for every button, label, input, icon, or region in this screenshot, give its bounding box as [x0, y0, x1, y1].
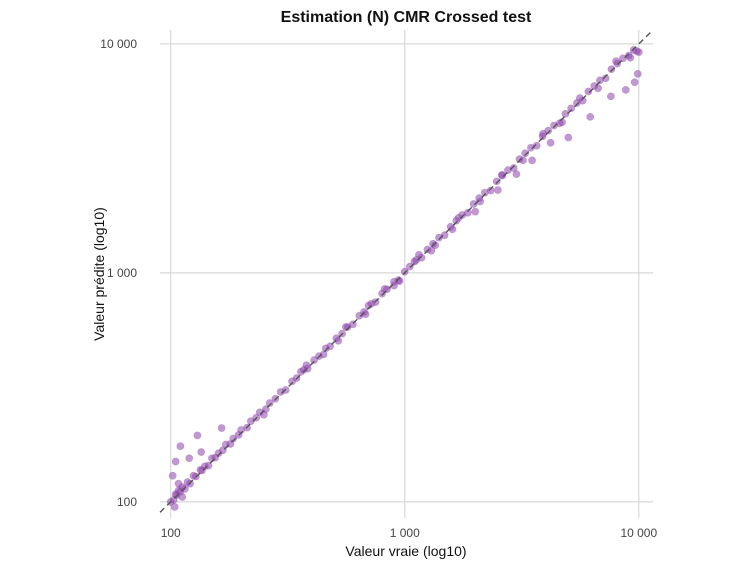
data-point — [380, 285, 389, 293]
data-point — [471, 207, 480, 216]
data-point — [171, 457, 180, 466]
x-tick-label: 10 000 — [620, 526, 657, 540]
x-tick-labels: 100 1 000 10 000 — [161, 526, 658, 540]
data-point — [575, 94, 584, 102]
data-point — [168, 471, 177, 480]
data-point — [621, 85, 630, 94]
data-point — [302, 361, 311, 370]
scatter-points — [166, 46, 643, 511]
data-point — [469, 200, 478, 208]
data-point — [400, 267, 409, 276]
x-tick-label: 1 000 — [390, 526, 420, 540]
y-tick-label: 1 000 — [107, 266, 137, 280]
data-point — [229, 434, 238, 443]
data-point — [630, 78, 639, 87]
data-point — [493, 186, 502, 194]
x-axis-label: Valeur vraie (log10) — [345, 543, 466, 559]
data-point — [561, 109, 570, 118]
data-point — [319, 350, 328, 359]
x-tick-label: 100 — [161, 526, 181, 540]
data-point — [512, 170, 521, 178]
data-point — [176, 442, 185, 451]
y-tick-labels: 100 1 000 10 000 — [100, 37, 137, 509]
data-point — [288, 377, 296, 386]
data-point — [546, 138, 555, 147]
data-point — [567, 104, 576, 113]
data-point — [454, 213, 463, 222]
data-point — [405, 262, 414, 271]
data-point — [185, 454, 194, 463]
data-point — [390, 281, 398, 290]
reference-line-y-equals-x — [159, 29, 654, 513]
data-point — [595, 76, 604, 85]
data-point — [476, 197, 485, 206]
data-point — [174, 479, 183, 488]
data-point — [276, 388, 285, 396]
data-point — [612, 57, 621, 66]
data-point — [594, 84, 602, 93]
data-point — [619, 54, 627, 63]
data-point — [632, 47, 641, 56]
data-point — [527, 143, 535, 152]
chart-title: Estimation (N) CMR Crossed test — [281, 9, 532, 26]
data-point — [193, 431, 202, 440]
data-point — [201, 462, 209, 471]
data-point — [189, 471, 198, 480]
data-point — [633, 69, 642, 78]
data-point — [431, 241, 440, 250]
data-point — [197, 448, 206, 456]
data-point — [539, 129, 547, 138]
y-tick-label: 10 000 — [100, 37, 137, 51]
data-point — [607, 65, 616, 74]
data-point — [550, 121, 558, 130]
data-point — [528, 156, 536, 165]
y-axis-label: Valeur prédite (log10) — [91, 207, 107, 341]
data-point — [586, 112, 595, 121]
data-point — [310, 356, 319, 364]
data-point — [584, 87, 593, 96]
data-point — [626, 53, 635, 62]
data-point — [217, 424, 226, 432]
data-point — [214, 449, 223, 458]
data-point — [607, 92, 615, 101]
data-point — [178, 493, 187, 501]
y-tick-label: 100 — [117, 495, 137, 509]
data-point — [410, 257, 419, 266]
data-point — [265, 399, 274, 407]
data-point — [427, 246, 436, 255]
data-point — [246, 417, 255, 426]
data-point — [492, 177, 501, 186]
data-point — [564, 133, 573, 142]
data-point — [521, 149, 530, 158]
data-point — [170, 503, 179, 511]
data-point — [504, 166, 512, 175]
data-point — [480, 188, 489, 197]
data-point — [435, 233, 443, 242]
